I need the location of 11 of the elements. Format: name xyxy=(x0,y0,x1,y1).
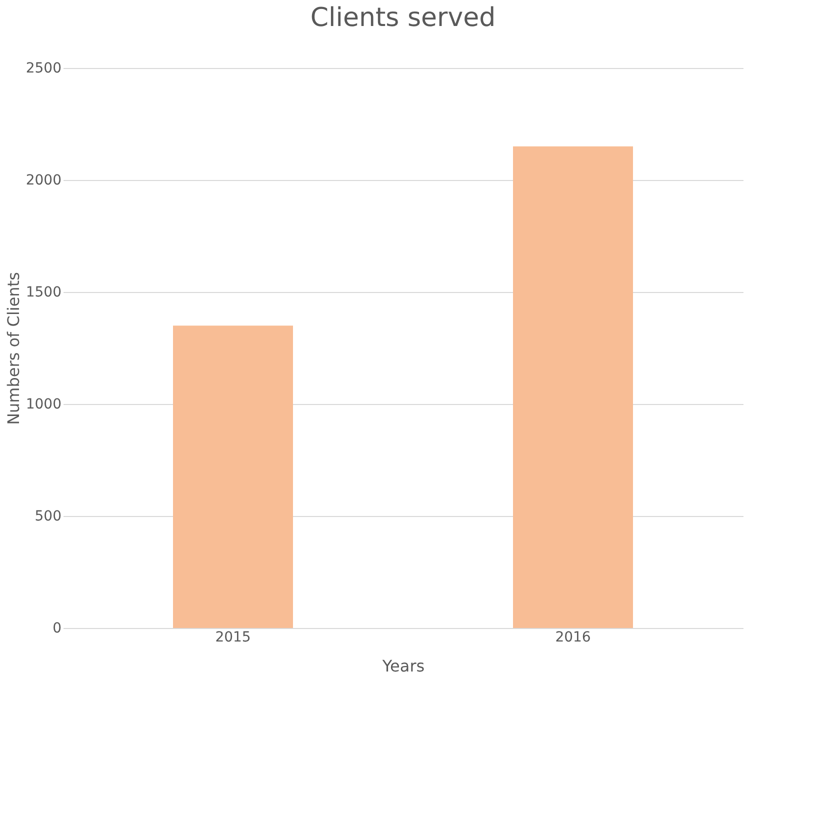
y-axis-title: Numbers of Clients xyxy=(4,272,23,425)
y-tick-label: 0 xyxy=(52,620,62,636)
y-tick-label: 2500 xyxy=(26,60,62,76)
x-axis-title: Years xyxy=(381,656,425,676)
y-tick-label: 1500 xyxy=(26,284,62,300)
chart-title: Clients served xyxy=(310,3,496,33)
y-tick-label: 1000 xyxy=(26,396,62,412)
x-tick-label: 2016 xyxy=(555,630,591,646)
x-tick-label: 2015 xyxy=(215,630,251,646)
y-tick-label: 2000 xyxy=(26,172,62,188)
y-tick-label: 500 xyxy=(34,508,62,524)
